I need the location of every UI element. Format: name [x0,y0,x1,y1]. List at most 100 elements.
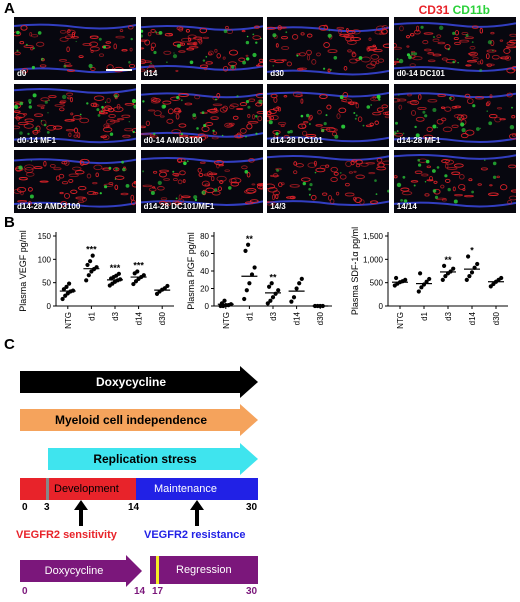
vessel-mark [437,93,446,97]
vessel-mark [374,120,380,125]
vessel-mark [46,124,57,131]
vessel-mark [208,172,217,176]
data-point [165,283,170,289]
vessel-mark [199,161,206,164]
myeloid-mark [402,132,405,134]
significance-label: ** [444,255,452,265]
vessel-mark [92,181,98,185]
tissue-border [267,91,390,97]
vessel-mark [258,58,263,63]
myeloid-mark [175,95,179,99]
tissue-texture [140,157,263,207]
vessel-mark [217,186,222,192]
vessel-mark [370,200,379,204]
myeloid-mark [230,65,235,69]
vessel-mark [415,25,419,32]
tissue-texture [140,91,263,141]
vessel-mark [355,102,360,108]
myeloid-mark [130,37,133,41]
vessel-mark [329,198,335,205]
x-tick-label: d14 [293,311,302,325]
myeloid-mark [423,113,428,117]
myeloid-mark [302,181,307,186]
vessel-mark [401,190,413,196]
vessel-mark [224,25,229,30]
vessel-mark [162,50,171,55]
stain-legend: CD31 CD11b [419,3,490,17]
vessel-mark [413,29,421,35]
vessel-mark [436,118,444,125]
vessel-mark [61,181,69,185]
myeloid-mark [194,198,197,202]
vessel-mark [381,103,389,108]
x-tick-label: NTG [396,312,405,329]
data-point [90,253,95,258]
myeloid-mark [321,128,325,132]
myeloid-mark [479,127,481,129]
tile-label: d14 [143,69,158,78]
myeloid-mark [202,59,205,62]
micrograph-tile: d14-28 MF1 [393,83,516,147]
myeloid-mark [452,60,455,64]
vessel-mark [330,166,339,173]
vessel-mark [113,167,120,172]
vessel-mark [332,131,338,136]
vessel-mark [322,192,328,196]
vessel-mark [169,96,180,101]
vessel-mark [347,39,358,45]
vessel-mark [508,132,516,139]
vessel-mark [384,114,390,118]
bottom-tick-30: 30 [246,586,258,597]
vessel-mark [40,96,50,102]
data-point [419,285,424,290]
vessel-mark [338,107,347,113]
myeloid-mark [221,134,223,136]
vessel-mark [396,98,407,101]
vessel-mark [464,129,475,136]
vessel-mark [445,58,457,64]
myeloid-mark [396,129,399,132]
myeloid-mark [19,101,24,105]
vessel-mark [272,194,276,201]
vessel-mark [384,110,390,115]
vessel-mark [113,105,124,112]
y-tick-label: 20 [200,285,209,294]
vessel-mark [40,119,47,126]
myeloid-mark [104,101,107,103]
myeloid-mark [289,129,294,133]
vessel-mark [244,201,254,205]
data-point [60,296,65,302]
tissue-border [14,158,136,165]
vessel-mark [86,173,92,179]
vessel-mark [453,41,461,45]
myeloid-mark [285,31,288,34]
maintenance-bar: Maintenance [136,478,258,500]
legend-cd11b: CD11b [452,3,490,17]
vessel-mark [307,54,311,61]
myeloid-mark [436,126,438,128]
vessel-mark [302,130,308,136]
vessel-mark [66,92,74,96]
vessel-mark [366,46,371,52]
tissue-border [267,200,390,207]
myeloid-mark [172,52,175,54]
vessel-mark [368,37,372,42]
vessel-mark [187,37,191,42]
myeloid-mark [47,111,49,113]
myeloid-mark [257,99,262,104]
micrograph-tile: d14 [140,17,263,80]
vessel-mark [66,46,70,53]
data-point [424,279,429,284]
vessel-mark [113,43,117,50]
vessel-mark [465,64,472,67]
myeloid-mark [244,170,248,174]
myeloid-mark [323,121,327,125]
data-point [294,286,299,291]
vessel-mark [223,122,233,128]
vessel-mark [95,172,99,178]
data-point [443,274,448,279]
vessel-mark [73,133,78,138]
vessel-mark [486,49,497,53]
vessel-mark [281,182,285,186]
data-point [67,281,72,286]
